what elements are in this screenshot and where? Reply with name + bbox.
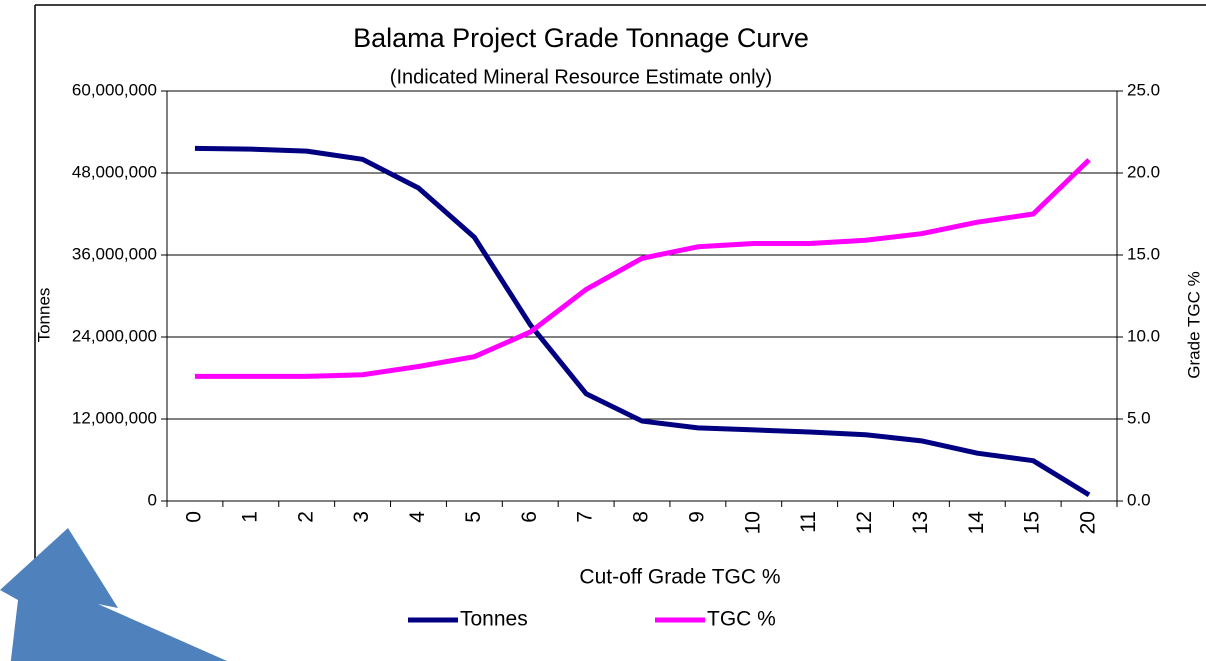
y-tick-label: 24,000,000 [72,326,157,345]
y-tick-label: 48,000,000 [72,162,157,181]
x-tick-label: 3 [350,511,373,523]
y2-tick-label: 0.0 [1127,490,1151,509]
series-line [194,145,1091,497]
x-tick-label: 12 [853,511,876,534]
x-tick-label: 10 [741,511,764,534]
x-tick-label: 8 [630,511,653,523]
y2-tick-label: 5.0 [1127,408,1151,427]
x-tick-label: 13 [909,511,932,534]
x-tick-label: 20 [1077,511,1100,534]
x-tick-label: 1 [238,511,261,523]
x-tick-label: 11 [797,511,820,533]
y-tick-label: 60,000,000 [72,80,157,99]
y-tick-label: 12,000,000 [72,408,157,427]
legend-label: Tonnes [460,608,528,631]
x-tick-label: 9 [685,511,708,523]
x-tick-label: 0 [182,511,205,523]
x-tick-label: 14 [965,511,988,535]
x-axis-title: Cut-off Grade TGC % [579,566,780,589]
x-tick-label: 5 [462,511,485,523]
y2-tick-label: 20.0 [1127,162,1160,181]
chart-subtitle: (Indicated Mineral Resource Estimate onl… [390,66,772,88]
y2-tick-label: 25.0 [1127,80,1160,99]
arrow [0,528,227,661]
legend-label: TGC % [707,608,776,631]
y-axis-title: Tonnes [34,288,53,343]
y-tick-label: 36,000,000 [72,244,157,263]
y-tick-label: 0 [148,490,157,509]
x-tick-label: 4 [406,511,429,523]
x-tick-label: 7 [574,511,597,523]
series-line [194,158,1091,379]
x-tick-label: 2 [294,511,317,523]
chart-title: Balama Project Grade Tonnage Curve [353,23,809,53]
y2-axis-title: Grade TGC % [1184,271,1203,378]
y2-tick-label: 10.0 [1127,326,1160,345]
x-tick-label: 6 [518,511,541,523]
x-tick-label: 15 [1021,511,1044,534]
y2-tick-label: 15.0 [1127,244,1160,263]
